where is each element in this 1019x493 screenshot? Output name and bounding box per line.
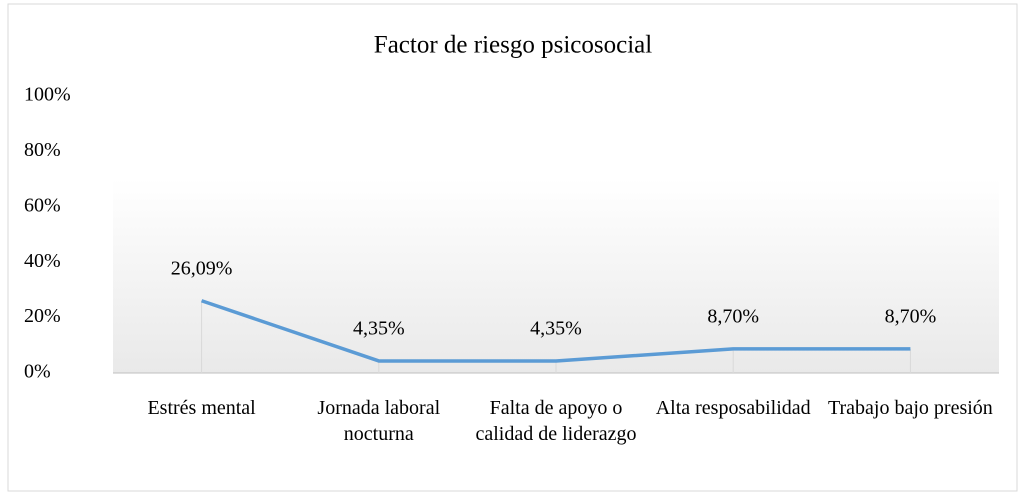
x-tick-label: Falta de apoyo o calidad de liderazgo — [475, 397, 637, 445]
chart-border — [7, 3, 1018, 492]
y-tick-label: 20% — [24, 305, 61, 327]
x-tick-label: Estrés mental — [147, 397, 256, 419]
data-label: 4,35% — [530, 318, 582, 340]
x-tick-label: Alta resposabilidad — [655, 397, 811, 419]
x-tick-label: Jornada laboral nocturna — [317, 397, 441, 445]
data-label: 4,35% — [353, 318, 405, 340]
data-label: 26,09% — [171, 257, 233, 279]
x-tick-label: Trabajo bajo presión — [827, 397, 993, 419]
y-tick-label: 40% — [24, 250, 61, 272]
data-label: 8,70% — [885, 305, 937, 327]
data-line — [201, 299, 911, 363]
chart-title: Factor de riesgo psicosocial — [374, 32, 652, 59]
y-tick-label: 60% — [24, 194, 61, 216]
y-tick-label: 0% — [24, 361, 51, 383]
y-tick-label: 100% — [24, 84, 71, 106]
y-tick-label: 80% — [24, 139, 61, 161]
plot-area — [113, 96, 999, 373]
data-label: 8,70% — [707, 305, 759, 327]
